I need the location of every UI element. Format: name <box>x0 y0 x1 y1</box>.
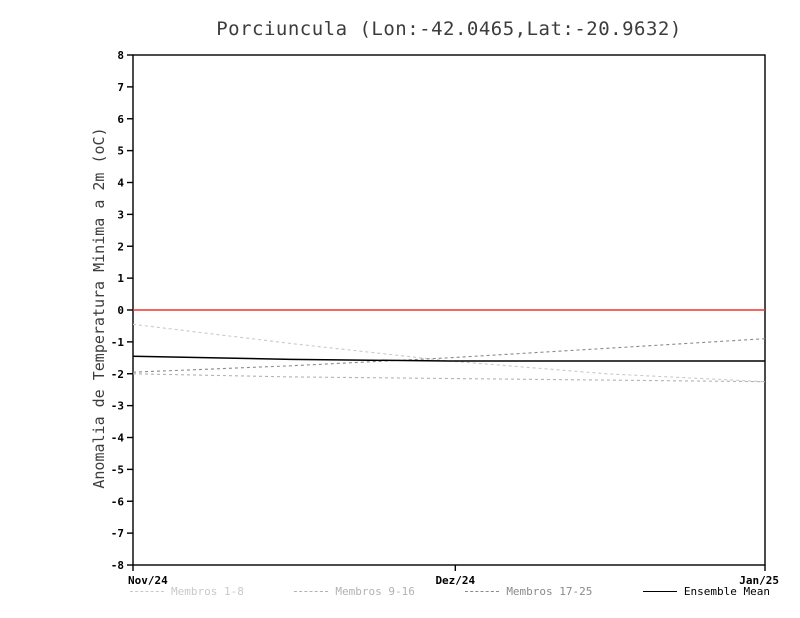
svg-text:6: 6 <box>117 113 124 126</box>
svg-text:2: 2 <box>117 240 124 253</box>
svg-text:-8: -8 <box>111 559 124 572</box>
legend-item: Membros 9-16 <box>294 585 415 598</box>
legend-line-sample <box>465 591 500 592</box>
svg-text:8: 8 <box>117 49 124 62</box>
svg-text:1: 1 <box>117 272 124 285</box>
legend-line-sample <box>294 591 329 592</box>
legend-item: Ensemble Mean <box>642 585 770 598</box>
svg-text:-2: -2 <box>111 368 124 381</box>
legend-line-sample <box>130 591 164 592</box>
svg-text:Jan/25: Jan/25 <box>739 574 779 587</box>
legend-label: Membros 17-25 <box>506 585 593 598</box>
legend-line-sample <box>642 591 677 592</box>
svg-text:4: 4 <box>117 177 124 190</box>
svg-text:5: 5 <box>117 145 124 158</box>
svg-text:0: 0 <box>117 304 124 317</box>
svg-text:Dez/24: Dez/24 <box>435 574 475 587</box>
svg-text:-4: -4 <box>111 432 125 445</box>
svg-text:3: 3 <box>117 208 124 221</box>
svg-text:7: 7 <box>117 81 124 94</box>
legend-label: Membros 9-16 <box>335 585 415 598</box>
legend-item: Membros 1-8 <box>130 585 244 598</box>
svg-text:-7: -7 <box>111 527 124 540</box>
svg-text:-5: -5 <box>111 463 124 476</box>
chart-title: Porciuncula (Lon:-42.0465,Lat:-20.9632) <box>216 18 682 40</box>
svg-text:-6: -6 <box>111 495 125 508</box>
legend-label: Ensemble Mean <box>683 585 770 598</box>
svg-text:-1: -1 <box>111 336 125 349</box>
legend-item: Membros 17-25 <box>465 585 592 598</box>
legend: Membros 1-8 Membros 9-16 Membros 17-25 E… <box>130 585 770 598</box>
legend-label: Membros 1-8 <box>171 585 244 598</box>
svg-text:Nov/24: Nov/24 <box>128 574 168 587</box>
svg-text:-3: -3 <box>111 400 124 413</box>
